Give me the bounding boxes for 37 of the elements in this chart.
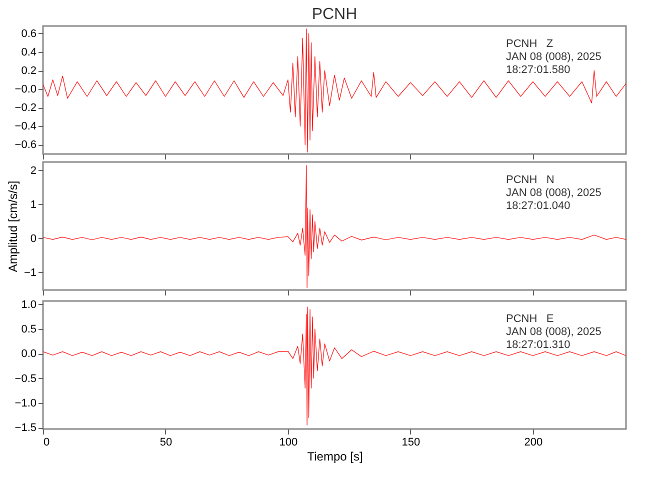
y-tick-label: −1.5 — [14, 422, 36, 434]
line-series — [43, 306, 626, 426]
annotation: JAN 08 (008), 2025 — [506, 326, 602, 338]
annotation: JAN 08 (008), 2025 — [506, 51, 602, 63]
line-series — [43, 165, 626, 288]
annotation: 18:27:01.040 — [506, 200, 570, 212]
annotation: 18:27:01.310 — [506, 339, 570, 351]
x-tick-label: 150 — [402, 436, 420, 448]
x-axis-title: Tiempo [s] — [307, 450, 363, 464]
y-tick-label: 0.5 — [21, 324, 36, 336]
y-tick-label: 1 — [30, 198, 36, 211]
y-tick-label: −0.6 — [14, 139, 36, 152]
line-series — [43, 28, 626, 152]
x-tick-label: 0 — [44, 436, 50, 448]
annotation: 18:27:01.580 — [506, 64, 570, 76]
annotation: JAN 08 (008), 2025 — [506, 187, 602, 199]
y-tick-label: −0.2 — [14, 102, 36, 114]
y-tick-label: −0.5 — [14, 372, 36, 385]
y-tick-label: −1 — [24, 266, 36, 279]
y-tick-label: 0.4 — [21, 46, 36, 58]
y-tick-label: 1.0 — [21, 298, 36, 311]
annotation: PCNH N — [506, 174, 554, 186]
annotation: PCNH E — [506, 313, 554, 325]
y-axis-title: Amplitud [cm/s/s] — [6, 180, 20, 272]
chart-title: PCNH — [312, 6, 358, 23]
y-tick-label: −0.4 — [14, 120, 36, 133]
y-tick-label: 0.6 — [21, 28, 36, 40]
y-tick-label: 2 — [30, 164, 36, 177]
y-tick-label: −0.0 — [14, 84, 36, 96]
y-tick-label: 0 — [30, 232, 36, 245]
annotation: PCNH Z — [506, 38, 554, 50]
x-tick-label: 50 — [160, 436, 172, 448]
x-tick-label: 200 — [524, 436, 543, 448]
y-tick-label: 0.0 — [21, 348, 36, 360]
x-tick-label: 100 — [279, 436, 298, 448]
y-tick-label: −1.0 — [14, 397, 36, 410]
y-tick-label: 0.2 — [21, 65, 36, 78]
